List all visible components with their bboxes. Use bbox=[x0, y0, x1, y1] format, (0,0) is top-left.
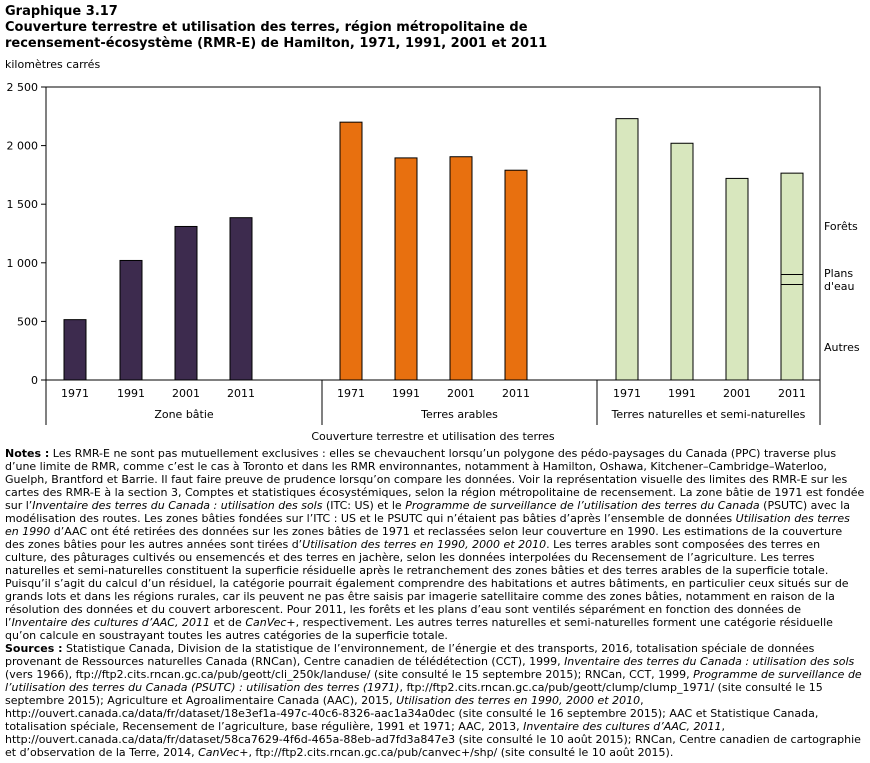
x-tick-label: 1991 bbox=[117, 387, 145, 400]
annotation-autres: Autres bbox=[824, 341, 860, 354]
y-tick-label: 2 500 bbox=[7, 81, 39, 94]
bar-1-1971 bbox=[63, 319, 87, 381]
y-axis-unit-label: kilomètres carrés bbox=[5, 58, 101, 71]
notes-label: Notes : bbox=[5, 447, 50, 460]
x-tick-label: 1971 bbox=[337, 387, 365, 400]
sources-label: Sources : bbox=[5, 642, 63, 655]
bar-2-1991 bbox=[394, 157, 418, 381]
chart-title-line-2: recensement-écosystème (RMR-E) de Hamilt… bbox=[5, 36, 548, 51]
bar-1-1991 bbox=[119, 259, 143, 381]
x-tick-label: 2011 bbox=[778, 387, 806, 400]
annotation-plans: Plans bbox=[824, 267, 853, 280]
x-tick-label: 1991 bbox=[668, 387, 696, 400]
chart-title-line-1: Couverture terrestre et utilisation des … bbox=[5, 20, 528, 35]
group-label: Terres arables bbox=[420, 408, 498, 421]
plot-frame bbox=[45, 86, 821, 381]
bar-3-1991 bbox=[670, 142, 694, 381]
bar-chart: 0 500 1 000 1 500 2 000 2 500 1971 1991 2001 2011… bbox=[7, 81, 860, 443]
notes-section: Notes : Les RMR-E ne sont pas mutuelleme… bbox=[5, 447, 865, 759]
x-axis-title: Couverture terrestre et utilisation des … bbox=[311, 430, 555, 443]
y-tick-label: 0 bbox=[31, 374, 38, 387]
bar-2-2001 bbox=[449, 156, 473, 381]
group-label: Zone bâtie bbox=[154, 408, 214, 421]
x-tick-label: 1991 bbox=[392, 387, 420, 400]
bar-2-1971 bbox=[339, 121, 363, 381]
x-tick-label: 2011 bbox=[227, 387, 255, 400]
x-tick-label: 1971 bbox=[61, 387, 89, 400]
y-tick-label: 1 000 bbox=[7, 257, 39, 270]
bar-3-1971 bbox=[615, 118, 639, 381]
x-tick-label: 1971 bbox=[613, 387, 641, 400]
chart-title: Graphique 3.17 Couverture terrestre et u… bbox=[5, 4, 865, 52]
sources-paragraph: Sources : Statistique Canada, Division d… bbox=[5, 642, 862, 759]
y-tick-label: 1 500 bbox=[7, 198, 39, 211]
chart-label: Graphique 3.17 bbox=[5, 4, 118, 19]
bar-3-2001 bbox=[725, 177, 749, 381]
notes-paragraph: Notes : Les RMR-E ne sont pas mutuelleme… bbox=[5, 447, 865, 642]
bar-1-2011 bbox=[229, 217, 253, 381]
annotation-forets: Forêts bbox=[824, 220, 858, 233]
x-tick-label: 2011 bbox=[502, 387, 530, 400]
bar-2-2011 bbox=[504, 169, 528, 381]
annotation-deau: d'eau bbox=[824, 280, 855, 293]
y-tick-label: 500 bbox=[17, 315, 38, 328]
bar-3-2011 bbox=[780, 172, 804, 381]
x-tick-label: 2001 bbox=[447, 387, 475, 400]
group-label: Terres naturelles et semi-naturelles bbox=[611, 408, 806, 421]
x-tick-label: 2001 bbox=[172, 387, 200, 400]
x-tick-label: 2001 bbox=[723, 387, 751, 400]
y-tick-label: 2 000 bbox=[7, 140, 39, 153]
bar-1-2001 bbox=[174, 225, 198, 381]
